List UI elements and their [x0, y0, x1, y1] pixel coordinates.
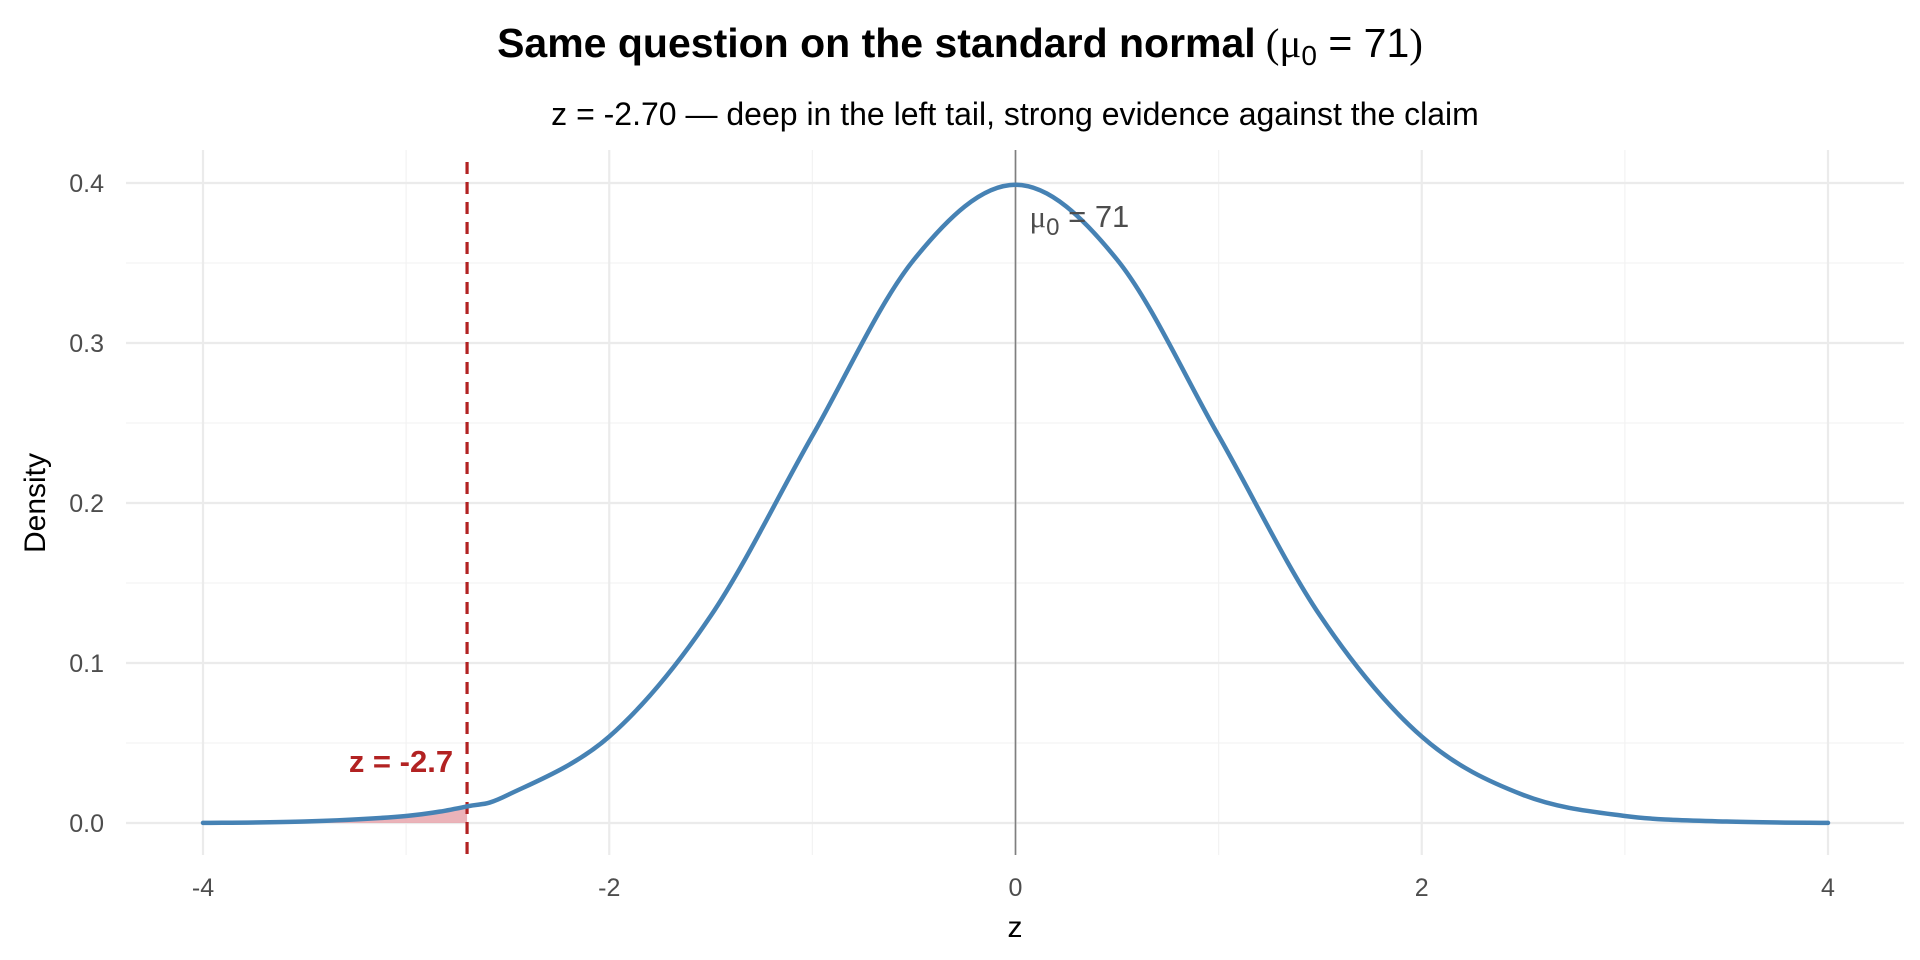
y-tick-label: 0.0: [69, 810, 104, 838]
mu-annotation-subscript: 0: [1046, 214, 1059, 241]
y-tick-label: 0.3: [69, 330, 104, 358]
chart-title-mu: μ: [1279, 20, 1301, 66]
density-curve: [200, 182, 1831, 826]
y-tick-label: 0.1: [69, 650, 104, 678]
reference-lines: [465, 150, 1017, 855]
curve-layer: [200, 182, 1831, 826]
mu-annotation: μ0 = 71: [1030, 199, 1130, 241]
x-tick-label: -4: [192, 874, 214, 902]
y-tick-label: 0.4: [69, 170, 104, 198]
x-tick-label: 2: [1415, 874, 1429, 902]
z-critical-annotation: z = -2.7: [349, 744, 453, 779]
x-axis-title: z: [1008, 911, 1023, 944]
x-tick-label: -2: [598, 874, 620, 902]
axis-ticks: -4 -2 0 2 4 0.0 0.1 0.2 0.3 0.4: [69, 170, 1835, 902]
chart-title-mu-subscript: 0: [1301, 40, 1317, 71]
y-axis-title: Density: [19, 453, 52, 553]
mu-annotation-value: = 71: [1059, 199, 1129, 234]
chart-title: Same question on the standard normal (μ0 …: [497, 20, 1423, 71]
chart-subtitle: z = -2.70 — deep in the left tail, stron…: [551, 96, 1479, 132]
chart-title-mu-value: = 71: [1317, 20, 1409, 66]
y-tick-label: 0.2: [69, 490, 104, 518]
x-tick-label: 0: [1009, 874, 1023, 902]
mu-annotation-symbol: μ: [1030, 199, 1047, 234]
x-tick-label: 4: [1821, 874, 1835, 902]
shaded-left-tail: [203, 806, 468, 823]
chart-title-text: Same question on the standard normal: [497, 20, 1256, 66]
shaded-tail-layer: [203, 806, 468, 823]
